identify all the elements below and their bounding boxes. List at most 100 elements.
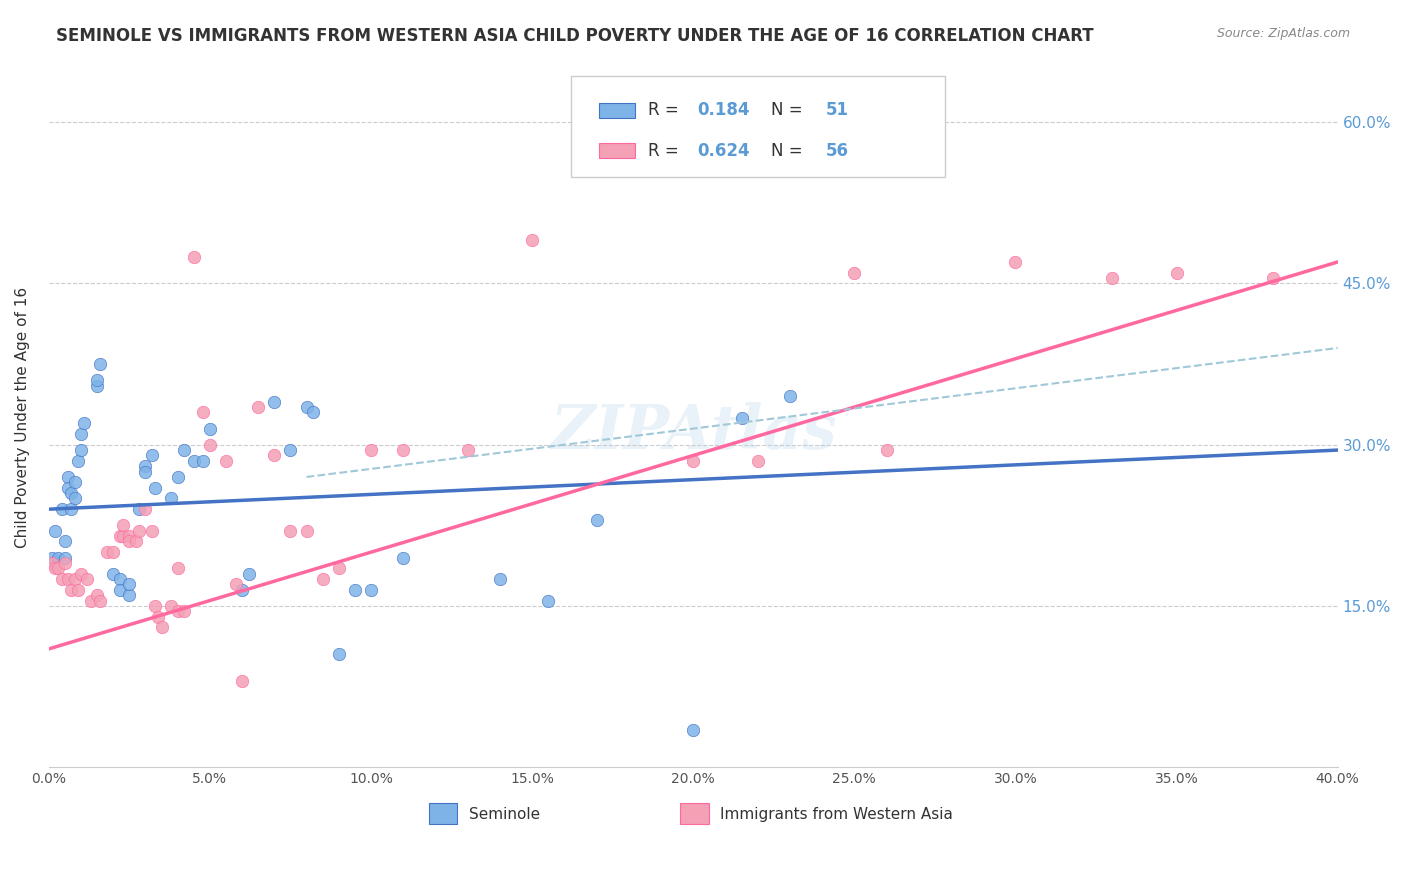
Point xyxy=(747,454,769,468)
Point xyxy=(173,443,195,458)
Text: 56: 56 xyxy=(825,142,849,160)
Point xyxy=(1166,266,1188,280)
Point xyxy=(143,599,166,613)
Point xyxy=(779,389,801,403)
Point xyxy=(198,421,221,435)
FancyBboxPatch shape xyxy=(429,804,457,824)
Point xyxy=(141,449,163,463)
Point xyxy=(63,475,86,490)
Point xyxy=(125,534,148,549)
Point xyxy=(263,394,285,409)
Point xyxy=(215,454,238,468)
Point xyxy=(1101,271,1123,285)
Point xyxy=(108,529,131,543)
Point xyxy=(118,588,141,602)
Point xyxy=(198,438,221,452)
Point xyxy=(193,405,215,419)
Point xyxy=(51,572,73,586)
Text: N =: N = xyxy=(770,142,807,160)
Text: Source: ZipAtlas.com: Source: ZipAtlas.com xyxy=(1216,27,1350,40)
Text: R =: R = xyxy=(648,102,685,120)
Point xyxy=(53,534,76,549)
Point xyxy=(392,550,415,565)
Point xyxy=(1263,271,1285,285)
Point xyxy=(118,534,141,549)
Point xyxy=(160,491,183,506)
Point xyxy=(231,582,253,597)
Point xyxy=(53,556,76,570)
Point xyxy=(96,545,118,559)
Point xyxy=(48,550,70,565)
Point xyxy=(134,502,156,516)
Text: R =: R = xyxy=(648,142,685,160)
Point xyxy=(360,443,382,458)
Point xyxy=(60,502,83,516)
Point xyxy=(89,357,111,371)
Point xyxy=(263,449,285,463)
Point xyxy=(489,572,512,586)
Point xyxy=(134,465,156,479)
Point xyxy=(70,443,93,458)
Point xyxy=(193,454,215,468)
Point xyxy=(66,454,89,468)
FancyBboxPatch shape xyxy=(681,804,709,824)
Point xyxy=(537,593,560,607)
Point xyxy=(44,561,66,575)
Point xyxy=(66,582,89,597)
Point xyxy=(280,524,302,538)
Point xyxy=(328,561,350,575)
Point xyxy=(76,572,98,586)
Point xyxy=(173,604,195,618)
Point xyxy=(111,518,134,533)
Point xyxy=(60,486,83,500)
Point xyxy=(247,400,270,414)
Point xyxy=(585,513,607,527)
Point xyxy=(73,416,96,430)
Point xyxy=(48,561,70,575)
Point xyxy=(89,593,111,607)
Point xyxy=(41,556,63,570)
Point xyxy=(141,524,163,538)
Point xyxy=(166,470,188,484)
Point xyxy=(86,373,108,387)
Point xyxy=(134,459,156,474)
Point xyxy=(520,234,543,248)
Point xyxy=(56,470,79,484)
Point xyxy=(53,550,76,565)
Point xyxy=(360,582,382,597)
Point xyxy=(63,572,86,586)
Point xyxy=(70,427,93,442)
Point xyxy=(311,572,333,586)
Point xyxy=(56,572,79,586)
Point xyxy=(682,723,704,737)
Point xyxy=(295,400,318,414)
Point xyxy=(225,577,247,591)
Point xyxy=(103,566,125,581)
Point xyxy=(44,524,66,538)
Text: 0.624: 0.624 xyxy=(697,142,749,160)
Text: SEMINOLE VS IMMIGRANTS FROM WESTERN ASIA CHILD POVERTY UNDER THE AGE OF 16 CORRE: SEMINOLE VS IMMIGRANTS FROM WESTERN ASIA… xyxy=(56,27,1094,45)
FancyBboxPatch shape xyxy=(571,76,945,177)
Point xyxy=(148,609,170,624)
Text: ZIPAtlas: ZIPAtlas xyxy=(550,401,837,462)
Point xyxy=(118,577,141,591)
Point xyxy=(108,582,131,597)
Point xyxy=(730,410,752,425)
Point xyxy=(103,545,125,559)
Point xyxy=(41,550,63,565)
Y-axis label: Child Poverty Under the Age of 16: Child Poverty Under the Age of 16 xyxy=(15,287,30,549)
Point xyxy=(343,582,366,597)
FancyBboxPatch shape xyxy=(599,103,636,118)
Point xyxy=(876,443,898,458)
Point xyxy=(231,674,253,689)
Point xyxy=(238,566,260,581)
Point xyxy=(128,502,150,516)
Point xyxy=(183,250,205,264)
Point xyxy=(143,481,166,495)
Point xyxy=(118,529,141,543)
Text: 0.184: 0.184 xyxy=(697,102,749,120)
Point xyxy=(302,405,325,419)
Point xyxy=(79,593,101,607)
Point xyxy=(844,266,866,280)
Point xyxy=(457,443,479,458)
